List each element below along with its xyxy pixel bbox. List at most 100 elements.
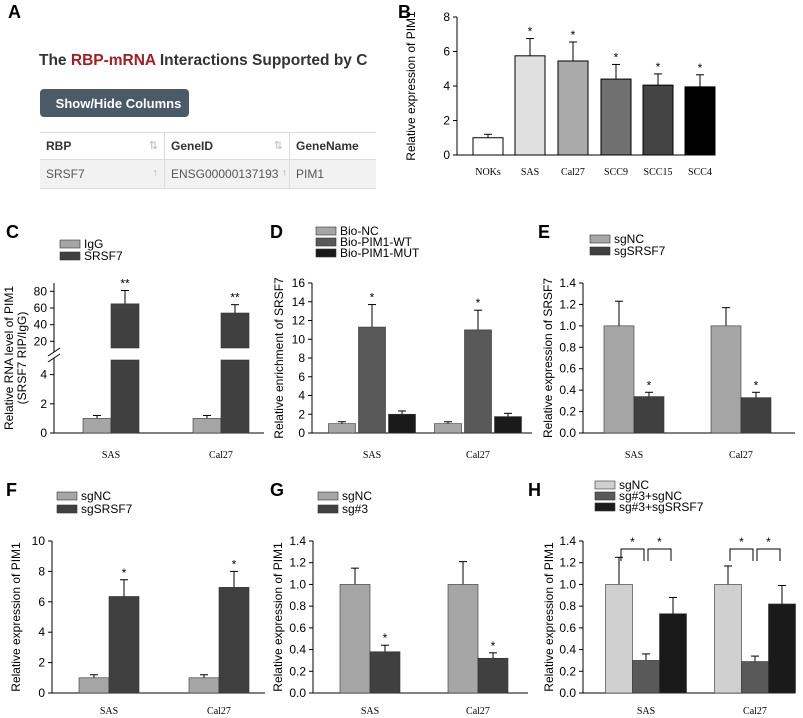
legend-swatch xyxy=(317,491,339,501)
bar xyxy=(192,418,222,434)
y-tick-label: 0.0 xyxy=(559,686,576,700)
bar xyxy=(740,397,772,434)
y-tick-label: 4 xyxy=(40,368,47,382)
axis-break-mark xyxy=(47,347,61,363)
y-tick-label: 4 xyxy=(443,79,450,93)
column-header-rbp[interactable]: RBP ⇅ xyxy=(40,132,165,160)
bar xyxy=(110,303,140,349)
column-header-genename[interactable]: GeneName xyxy=(289,132,376,160)
significance-star: * xyxy=(614,50,619,64)
y-tick-label: 1.4 xyxy=(559,534,576,548)
y-tick-label: 4 xyxy=(298,389,305,403)
x-tick-label: SAS xyxy=(363,450,381,461)
chart-c: 0 2 4 20 40 60 80 Relative RNA level of PIM1 (SR… xyxy=(2,237,264,461)
legend-swatch xyxy=(56,504,78,514)
sort-up-icon: ↑ xyxy=(281,167,288,179)
panel-a-database-snippet: The RBP-mRNA Interactions Supported by C… xyxy=(36,40,376,198)
y-tick-label: 10 xyxy=(292,332,306,346)
y-tick-label: 0.6 xyxy=(289,621,306,635)
significance-star: * xyxy=(698,61,703,75)
bar-lower-segment xyxy=(110,359,140,434)
significance-star: * xyxy=(571,28,576,42)
bar xyxy=(218,587,250,694)
y-axis-label: (SRSF7 RIP/IgG) xyxy=(15,312,29,405)
y-tick-label: 0.4 xyxy=(289,643,306,657)
significance-star: ** xyxy=(120,277,130,291)
bar xyxy=(82,418,112,434)
y-tick-label: 0.4 xyxy=(559,383,576,397)
bar xyxy=(434,423,462,434)
y-tick-label: 0.6 xyxy=(559,621,576,635)
y-tick-label: 0.4 xyxy=(559,643,576,657)
sort-icon[interactable]: ⇅ xyxy=(273,140,283,152)
y-axis-label: Relative RNA level of PIM1 xyxy=(2,286,16,430)
legend-swatch xyxy=(59,251,81,261)
column-header-geneid[interactable]: GeneID ⇅ xyxy=(164,132,290,160)
cell-geneid-link[interactable]: ENSG00000137193 ↑ xyxy=(164,159,290,189)
legend-swatch xyxy=(59,239,81,249)
x-tick-label: Cal27 xyxy=(466,450,490,461)
bar xyxy=(108,596,140,694)
y-axis-label: Relative expression of SRSF7 xyxy=(541,278,555,438)
significance-bracket xyxy=(729,548,754,561)
legend-swatch xyxy=(589,234,611,244)
legend-label: sgNC xyxy=(619,478,649,492)
significance-star: * xyxy=(766,535,771,549)
bar xyxy=(494,416,522,434)
y-tick-label: 1.4 xyxy=(559,276,576,290)
x-tick-label: SCC4 xyxy=(688,167,712,178)
chart-e: 0.0 0.2 0.4 0.6 0.8 1.0 1.2 1.4 Relative express… xyxy=(541,232,795,461)
significance-star: * xyxy=(657,535,662,549)
y-tick-label: 0.8 xyxy=(559,340,576,354)
significance-star: ** xyxy=(230,291,240,305)
y-axis-label: Relative expression of PIM1 xyxy=(271,542,285,692)
x-tick-label: SAS xyxy=(625,450,643,461)
y-axis-label: Relative expression of PIM1 xyxy=(542,542,556,692)
significance-star: * xyxy=(370,291,375,305)
chart-f: 0 2 4 6 8 10 Relative expression of PIM1 SAS * Ca… xyxy=(9,489,265,717)
significance-star: * xyxy=(383,631,388,645)
caret-down-icon: ▾ xyxy=(111,124,118,139)
legend-label: Bio-NC xyxy=(340,224,379,238)
bar xyxy=(632,660,660,694)
significance-star: * xyxy=(754,378,759,392)
x-tick-label: SAS xyxy=(521,167,539,178)
bar xyxy=(642,84,674,156)
panel-letter-h: H xyxy=(528,480,541,500)
bar xyxy=(472,137,504,156)
y-tick-label: 0.8 xyxy=(559,599,576,613)
legend-label: Bio-PIM1-MUT xyxy=(340,246,420,260)
legend-swatch xyxy=(589,246,611,256)
y-tick-label: 20 xyxy=(34,334,48,348)
significance-bracket xyxy=(620,548,645,561)
legend-swatch xyxy=(315,248,337,258)
y-axis-label: Relative expression of PIM1 xyxy=(404,11,418,161)
legend-swatch xyxy=(594,480,616,490)
x-tick-label: Cal27 xyxy=(207,706,231,717)
y-tick-label: 2 xyxy=(38,656,45,670)
y-tick-label: 2 xyxy=(298,407,305,421)
y-tick-label: 0.0 xyxy=(559,426,576,440)
y-tick-label: 0.2 xyxy=(559,664,576,678)
y-tick-label: 10 xyxy=(32,534,46,548)
y-tick-label: 0.8 xyxy=(289,599,306,613)
legend-label: sgSRSF7 xyxy=(614,244,666,258)
show-hide-columns-button[interactable]: Show/Hide Columns ▾ xyxy=(40,89,189,139)
bar xyxy=(633,396,665,434)
x-tick-label: Cal27 xyxy=(561,167,585,178)
y-tick-label: 1.2 xyxy=(559,556,576,570)
legend-label: sgNC xyxy=(81,489,111,503)
significance-star: * xyxy=(630,535,635,549)
sort-icon[interactable]: ⇅ xyxy=(148,140,158,152)
y-tick-label: 0.6 xyxy=(559,362,576,376)
significance-star: * xyxy=(739,535,744,549)
x-tick-label: Cal27 xyxy=(743,706,767,717)
y-tick-label: 8 xyxy=(443,10,450,24)
chart-g: 0.0 0.2 0.4 0.6 0.8 1.0 1.2 1.4 Relative express… xyxy=(271,489,528,717)
y-tick-label: 12 xyxy=(292,314,306,328)
bar xyxy=(328,423,356,434)
bar xyxy=(600,78,632,156)
y-tick-label: 40 xyxy=(34,318,48,332)
